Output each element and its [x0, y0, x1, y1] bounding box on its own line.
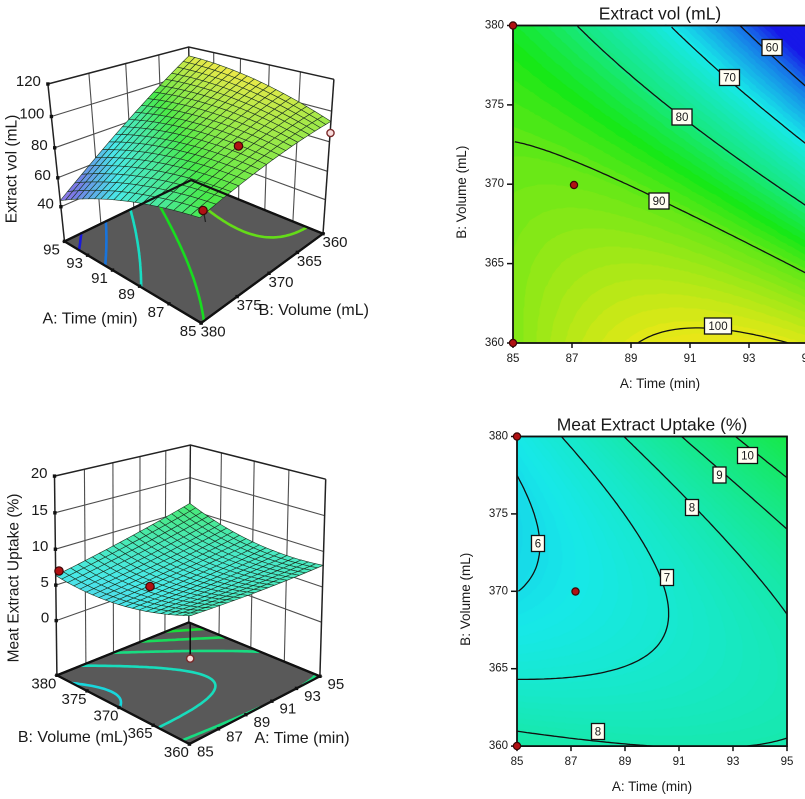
svg-text:85: 85 — [507, 353, 520, 365]
svg-text:7: 7 — [664, 573, 670, 585]
svg-text:365: 365 — [128, 725, 153, 742]
svg-text:87: 87 — [226, 728, 243, 745]
svg-text:Meat Extract Uptake (%): Meat Extract Uptake (%) — [5, 494, 22, 663]
svg-text:360: 360 — [164, 744, 189, 761]
svg-text:380: 380 — [489, 431, 508, 443]
svg-text:40: 40 — [37, 196, 54, 213]
svg-text:8: 8 — [689, 503, 695, 515]
svg-text:91: 91 — [673, 756, 686, 768]
svg-text:95: 95 — [43, 241, 60, 258]
svg-text:B: Volume (mL): B: Volume (mL) — [454, 146, 469, 239]
svg-text:95: 95 — [781, 756, 794, 768]
svg-text:90: 90 — [653, 196, 666, 208]
svg-text:93: 93 — [727, 756, 740, 768]
svg-text:91: 91 — [684, 353, 697, 365]
svg-text:95: 95 — [802, 353, 805, 365]
svg-text:85: 85 — [511, 756, 524, 768]
svg-text:375: 375 — [61, 691, 86, 708]
svg-text:360: 360 — [485, 337, 504, 349]
svg-text:B: Volume (mL): B: Volume (mL) — [18, 729, 128, 746]
svg-text:10: 10 — [741, 451, 754, 463]
svg-text:370: 370 — [93, 708, 118, 725]
svg-text:380: 380 — [31, 675, 56, 692]
svg-text:A: Time (min): A: Time (min) — [620, 376, 700, 391]
svg-text:A: Time (min): A: Time (min) — [254, 730, 349, 747]
svg-text:380: 380 — [201, 324, 226, 341]
svg-text:60: 60 — [766, 43, 779, 55]
svg-text:87: 87 — [565, 756, 578, 768]
svg-text:70: 70 — [723, 73, 736, 85]
svg-text:A: Time (min): A: Time (min) — [612, 779, 692, 794]
svg-text:0: 0 — [41, 610, 49, 627]
svg-text:89: 89 — [254, 714, 271, 731]
svg-text:Extract vol (mL): Extract vol (mL) — [599, 4, 722, 24]
svg-text:370: 370 — [489, 585, 508, 597]
svg-text:365: 365 — [485, 258, 504, 270]
svg-text:93: 93 — [66, 255, 83, 272]
svg-text:9: 9 — [716, 470, 722, 482]
svg-text:360: 360 — [322, 234, 347, 251]
svg-text:8: 8 — [595, 727, 601, 739]
svg-text:20: 20 — [31, 465, 48, 482]
svg-text:89: 89 — [625, 353, 638, 365]
svg-text:Meat Extract Uptake (%): Meat Extract Uptake (%) — [557, 415, 748, 435]
svg-text:85: 85 — [197, 744, 214, 761]
svg-text:91: 91 — [280, 701, 297, 718]
svg-text:60: 60 — [34, 167, 51, 184]
svg-text:120: 120 — [16, 73, 41, 90]
svg-text:365: 365 — [489, 663, 508, 675]
svg-text:10: 10 — [32, 538, 49, 555]
svg-text:89: 89 — [118, 286, 135, 303]
svg-text:6: 6 — [535, 539, 541, 551]
svg-text:89: 89 — [619, 756, 632, 768]
svg-text:380: 380 — [485, 20, 504, 32]
svg-text:87: 87 — [566, 353, 579, 365]
svg-text:375: 375 — [485, 99, 504, 111]
svg-text:375: 375 — [237, 297, 262, 314]
svg-text:93: 93 — [743, 353, 756, 365]
svg-text:5: 5 — [40, 574, 48, 591]
svg-text:87: 87 — [148, 304, 165, 321]
svg-text:100: 100 — [19, 106, 44, 123]
svg-text:A: Time (min): A: Time (min) — [42, 311, 137, 328]
svg-text:95: 95 — [328, 676, 345, 693]
svg-text:85: 85 — [180, 323, 197, 340]
svg-text:80: 80 — [676, 112, 689, 124]
svg-text:Extract vol (mL): Extract vol (mL) — [4, 115, 21, 224]
svg-text:91: 91 — [91, 270, 108, 287]
svg-text:80: 80 — [31, 137, 48, 154]
svg-text:365: 365 — [297, 253, 322, 270]
svg-text:370: 370 — [268, 274, 293, 291]
svg-text:B: Volume (mL): B: Volume (mL) — [259, 302, 369, 319]
svg-text:100: 100 — [708, 321, 727, 333]
svg-text:375: 375 — [489, 508, 508, 520]
svg-text:15: 15 — [31, 502, 48, 519]
svg-text:370: 370 — [485, 178, 504, 190]
svg-text:93: 93 — [304, 688, 321, 705]
svg-text:360: 360 — [489, 740, 508, 752]
svg-text:B: Volume (mL): B: Volume (mL) — [458, 553, 473, 646]
